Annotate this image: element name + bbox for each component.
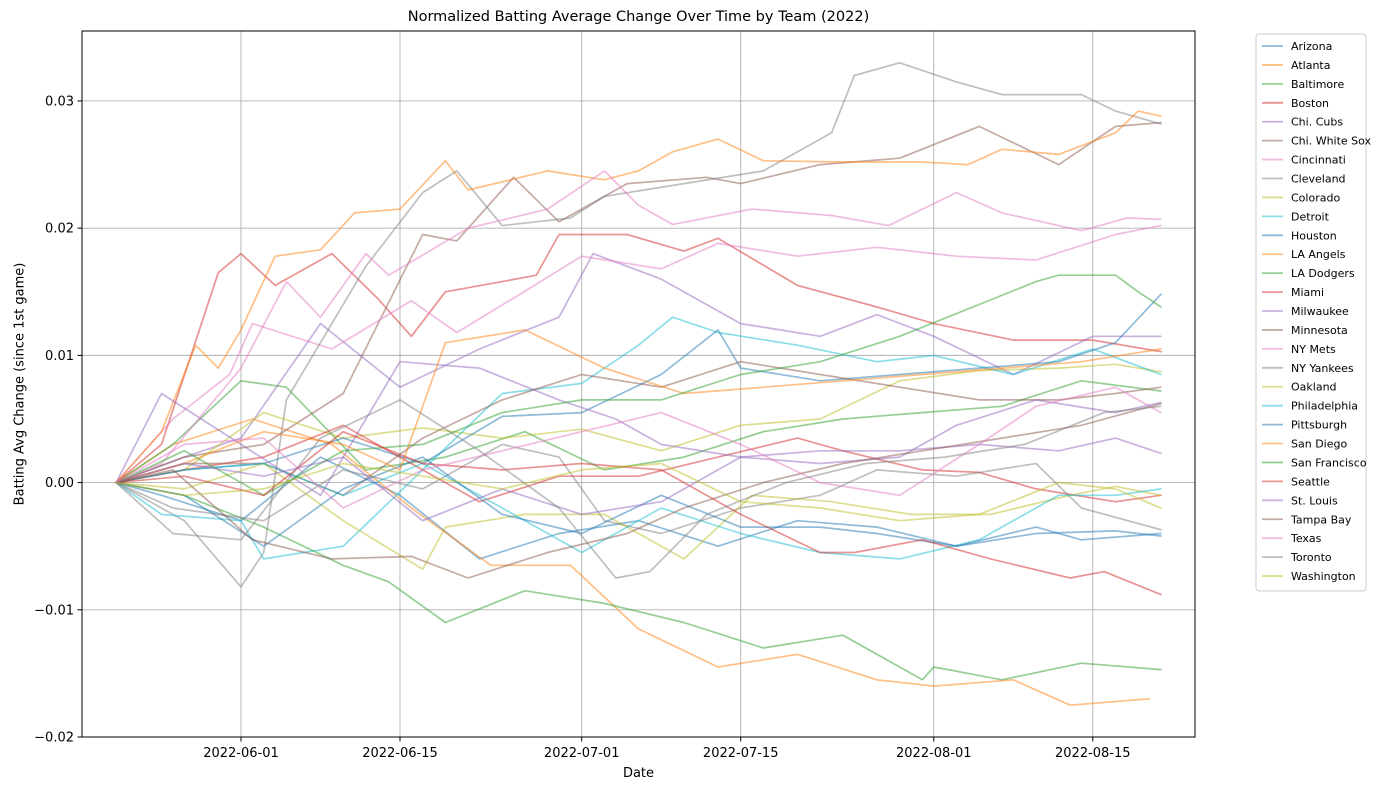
series-line-pittsburgh: [115, 456, 1162, 548]
series-line-texas: [115, 386, 1162, 509]
legend-label-toronto: Toronto: [1290, 551, 1332, 564]
x-tick-label: 2022-08-15: [1055, 746, 1131, 761]
x-axis: 2022-06-01 2022-06-15 2022-07-01 2022-07-15…: [203, 737, 1131, 761]
legend-label-milwaukee: Milwaukee: [1291, 305, 1349, 318]
series-line-baltimore: [115, 379, 1162, 484]
legend-label-st-louis: St. Louis: [1291, 494, 1338, 507]
legend-label-philadelphia: Philadelphia: [1291, 400, 1358, 413]
legend-label-la-angels: LA Angels: [1291, 248, 1346, 261]
series-line-atlanta: [115, 418, 1151, 707]
legend-label-chi-white-sox: Chi. White Sox: [1291, 135, 1372, 148]
series-line-houston: [115, 293, 1162, 484]
series-line-la-dodgers: [115, 481, 1162, 681]
x-tick-label: 2022-06-15: [362, 746, 438, 761]
series-line-seattle: [115, 430, 1162, 596]
series-line-washington: [115, 462, 1162, 522]
legend-label-la-dodgers: LA Dodgers: [1291, 267, 1355, 280]
series-line-miami: [115, 424, 1162, 503]
plot-frame: [81, 30, 1196, 738]
series-line-toronto: [115, 399, 1162, 579]
legend-label-colorado: Colorado: [1291, 191, 1340, 204]
legend-label-tampa-bay: Tampa Bay: [1290, 513, 1352, 526]
legend-label-arizona: Arizona: [1291, 40, 1332, 53]
legend-label-miami: Miami: [1291, 286, 1324, 299]
series-layer: [115, 61, 1162, 707]
legend-label-boston: Boston: [1291, 97, 1329, 110]
legend: Arizona Atlanta Baltimore Boston Chi. Cubs Ch…: [1255, 33, 1372, 592]
x-tick-label: 2022-07-01: [544, 746, 620, 761]
y-tick-label: −0.02: [34, 731, 74, 746]
series-line-oakland: [115, 462, 1162, 570]
legend-label-san-diego: San Diego: [1291, 438, 1347, 451]
series-line-ny-mets: [115, 170, 1162, 484]
legend-label-san-francisco: San Francisco: [1291, 456, 1367, 469]
legend-label-cincinnati: Cincinnati: [1291, 154, 1346, 167]
y-tick-label: 0.01: [45, 349, 74, 364]
y-tick-label: 0.02: [45, 222, 74, 237]
x-axis-title: Date: [623, 766, 654, 781]
series-line-chi-cubs: [115, 252, 1162, 484]
series-line-chi-white-sox: [115, 121, 1162, 484]
legend-label-minnesota: Minnesota: [1291, 324, 1348, 337]
x-tick-label: 2022-06-01: [203, 746, 279, 761]
series-line-ny-yankees: [115, 443, 1162, 535]
series-line-san-diego: [115, 329, 1162, 484]
y-axis: −0.02 −0.01 0.00 0.01 0.02 0.03: [34, 94, 82, 746]
legend-label-pittsburgh: Pittsburgh: [1291, 419, 1347, 432]
legend-label-oakland: Oakland: [1291, 381, 1337, 394]
y-tick-label: 0.00: [45, 476, 74, 491]
y-axis-title: Batting Avg Change (since 1st game): [13, 263, 28, 506]
x-tick-label: 2022-07-15: [703, 746, 779, 761]
x-tick-label: 2022-08-01: [896, 746, 972, 761]
legend-label-ny-mets: NY Mets: [1291, 343, 1336, 356]
legend-label-texas: Texas: [1290, 532, 1322, 545]
y-tick-label: 0.03: [45, 94, 74, 109]
series-line-tampa-bay: [115, 402, 1162, 579]
legend-label-chi-cubs: Chi. Cubs: [1291, 116, 1343, 129]
legend-label-houston: Houston: [1291, 229, 1337, 242]
legend-label-atlanta: Atlanta: [1291, 59, 1330, 72]
series-line-san-francisco: [115, 274, 1162, 497]
series-line-cincinnati: [115, 224, 1162, 484]
legend-label-seattle: Seattle: [1291, 475, 1330, 488]
legend-label-ny-yankees: NY Yankees: [1291, 362, 1354, 375]
legend-label-cleveland: Cleveland: [1291, 173, 1346, 186]
series-line-detroit: [115, 316, 1162, 560]
legend-label-baltimore: Baltimore: [1291, 78, 1344, 91]
y-tick-label: −0.01: [34, 603, 74, 618]
series-line-st-louis: [115, 399, 1162, 522]
legend-frame: [1255, 33, 1367, 592]
chart-title: Normalized Batting Average Change Over T…: [408, 9, 869, 25]
legend-label-detroit: Detroit: [1291, 210, 1330, 223]
series-line-la-angels: [115, 110, 1162, 484]
legend-label-washington: Washington: [1291, 570, 1356, 583]
series-line-boston: [115, 233, 1162, 484]
